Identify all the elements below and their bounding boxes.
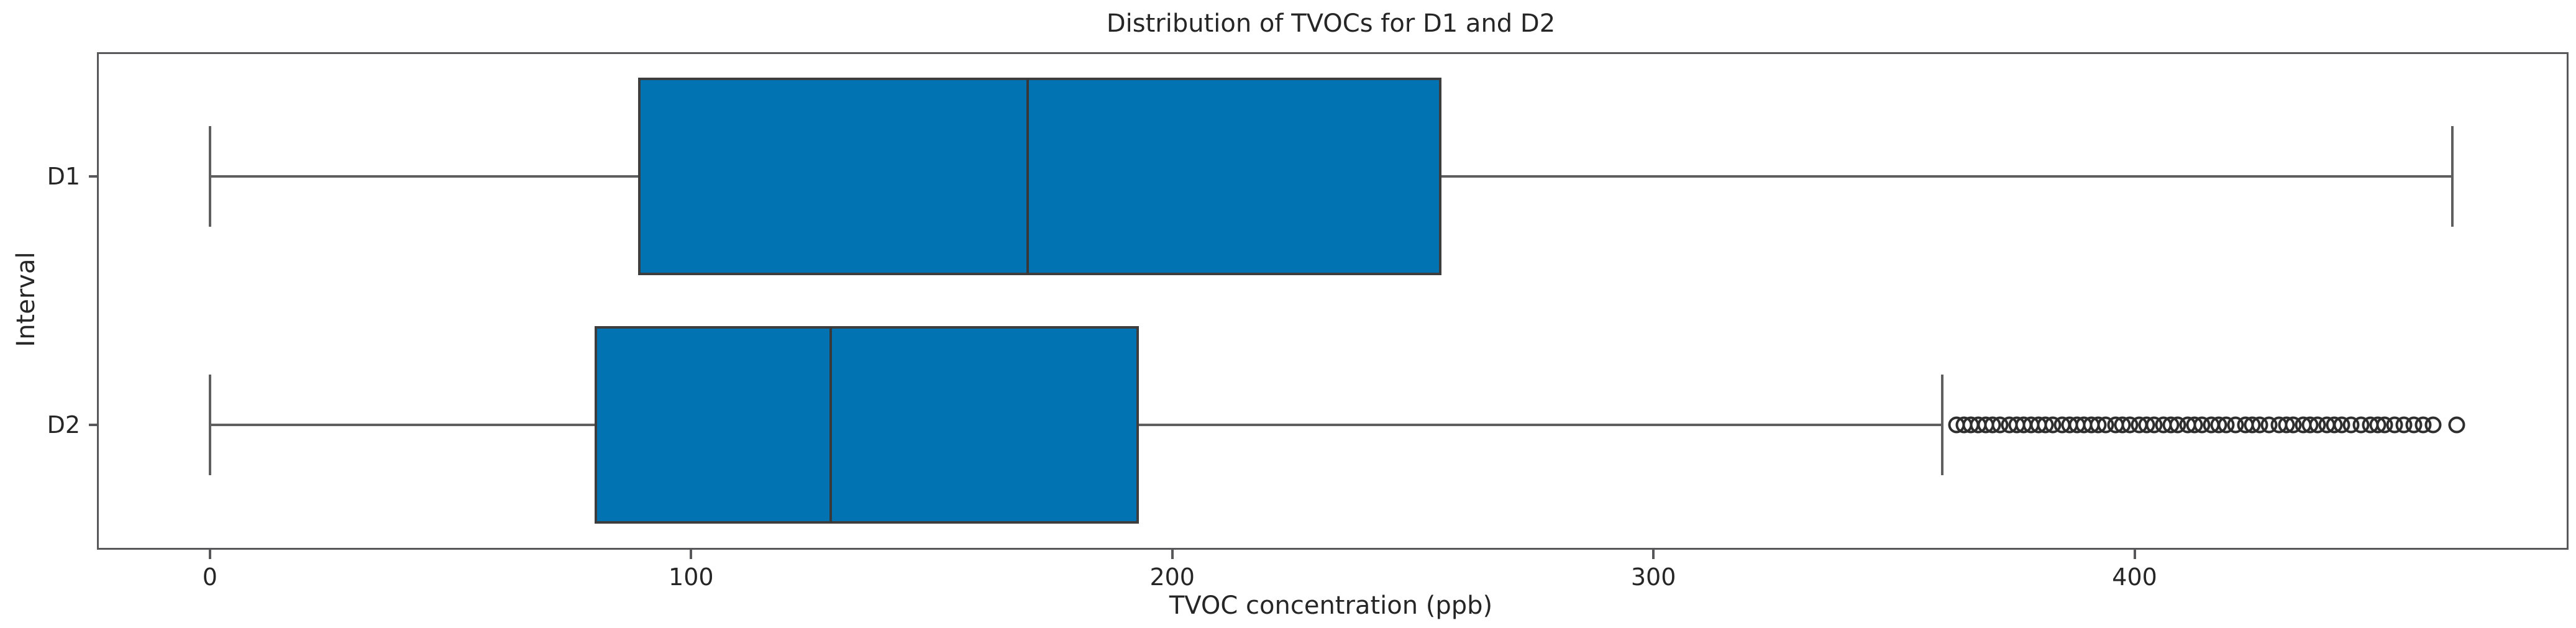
d1-median-line	[1026, 79, 1030, 275]
d1-upper-whisker	[1441, 175, 2452, 178]
d2-lower-whisker	[209, 424, 595, 427]
d2-lower-cap	[208, 375, 211, 476]
x-tick-mark	[1652, 548, 1655, 559]
y-tick-label-d2: D2	[47, 411, 80, 439]
y-tick-mark-d2	[89, 424, 99, 427]
d2-box	[595, 326, 1139, 524]
d2-median-line	[829, 327, 832, 523]
d2-outlier-point	[2424, 416, 2442, 434]
x-tick-label: 100	[669, 563, 714, 591]
y-axis-label: Interval	[12, 252, 40, 347]
y-tick-label-d1: D1	[47, 163, 80, 191]
x-tick-label: 0	[202, 563, 217, 591]
d1-lower-cap	[208, 126, 211, 227]
d2-outlier-point	[2448, 416, 2465, 434]
chart-title: Distribution of TVOCs for D1 and D2	[1106, 9, 1556, 38]
x-tick-mark	[208, 548, 211, 559]
d2-upper-cap	[1940, 375, 1943, 476]
d1-upper-cap	[2450, 126, 2454, 227]
d1-lower-whisker	[209, 175, 639, 178]
x-tick-mark	[690, 548, 693, 559]
x-tick-label: 200	[1149, 563, 1195, 591]
y-tick-mark-d1	[89, 175, 99, 178]
x-tick-label: 300	[1630, 563, 1676, 591]
plot-area: 0 100 200 300 400 D1 D2	[47, 52, 2569, 590]
x-tick-label: 400	[2112, 563, 2157, 591]
x-axis-label: TVOC concentration (ppb)	[1169, 591, 1493, 620]
x-tick-mark	[1171, 548, 1174, 559]
x-tick-mark	[2133, 548, 2136, 559]
d1-box	[638, 78, 1442, 276]
d2-upper-whisker	[1138, 424, 1942, 427]
